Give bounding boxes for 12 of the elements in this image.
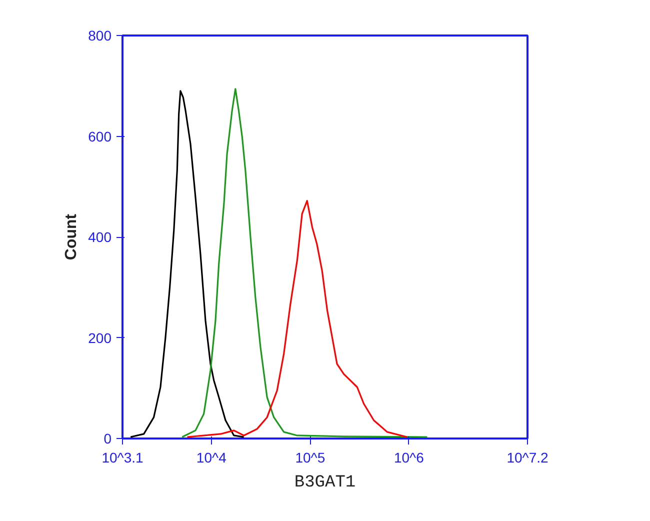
y-axis-title: Count [63, 213, 80, 260]
y-tick-label: 0 [104, 430, 112, 446]
x-tick-label: 10^5 [295, 450, 326, 466]
y-tick-label: 600 [88, 128, 112, 144]
x-tick-label: 10^4 [196, 450, 227, 466]
y-tick-label: 400 [88, 229, 112, 245]
x-axis-title: B3GAT1 [294, 474, 356, 492]
x-tick-label: 10^7.2 [506, 450, 549, 466]
x-tick-label: 10^3.1 [102, 450, 144, 466]
y-tick-label: 800 [88, 28, 112, 44]
x-tick-label: 10^6 [394, 450, 424, 466]
y-tick-label: 200 [88, 330, 112, 346]
